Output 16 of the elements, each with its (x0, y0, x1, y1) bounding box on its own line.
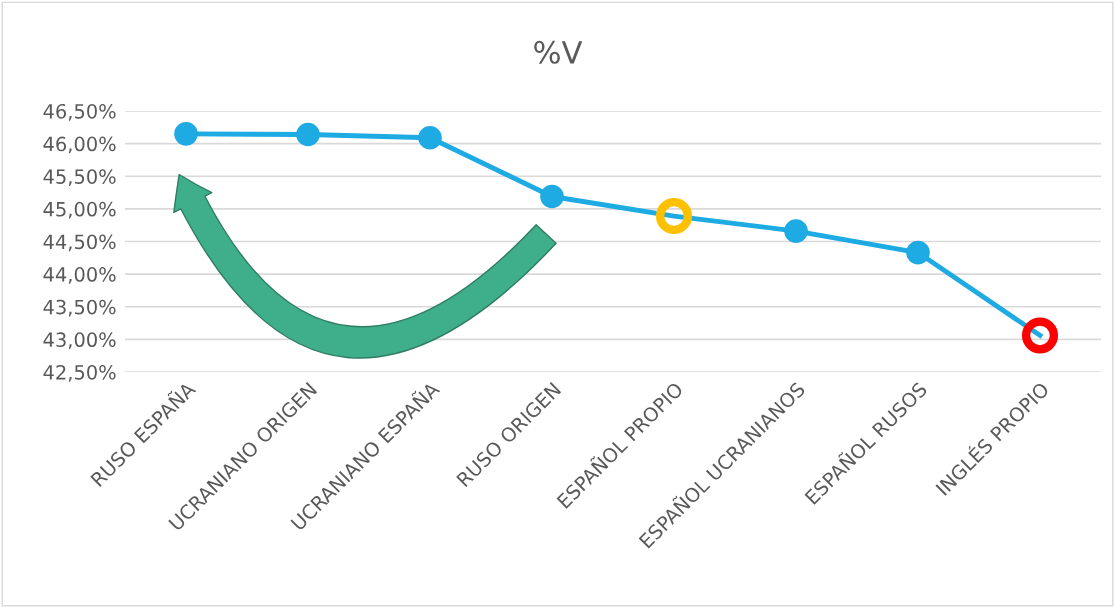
y-tick-label: 43,00% (43, 332, 116, 350)
y-tick-label: 43,50% (43, 299, 116, 317)
point (784, 219, 808, 243)
y-tick-label: 46,00% (43, 136, 116, 154)
chart-title: %V (534, 40, 583, 64)
point (540, 184, 564, 209)
y-tick-label: 45,00% (43, 201, 116, 219)
y-tick-label: 44,50% (43, 234, 116, 252)
y-tick-label: 44,00% (43, 267, 116, 284)
point (418, 125, 442, 150)
point (296, 122, 320, 147)
y-tick-label: 46,50% (43, 103, 116, 121)
point (906, 240, 930, 265)
point (174, 122, 198, 146)
y-tick-label: 45,50% (43, 169, 116, 186)
y-tick-label: 42,50% (43, 364, 116, 382)
